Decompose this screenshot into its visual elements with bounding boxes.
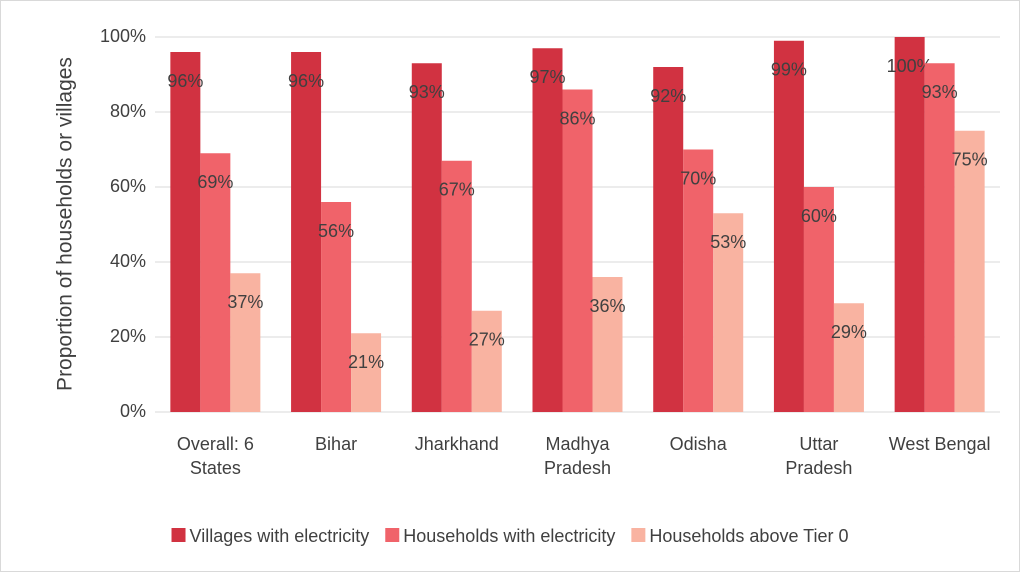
- data-label: 93%: [409, 82, 445, 102]
- y-tick-label: 60%: [110, 176, 146, 196]
- data-label: 97%: [529, 67, 565, 87]
- bar: [170, 52, 201, 412]
- bar: [351, 333, 382, 412]
- bar: [532, 48, 563, 412]
- data-label: 56%: [318, 221, 354, 241]
- x-tick-label: Odisha: [669, 434, 727, 454]
- legend-label: Households above Tier 0: [649, 526, 848, 546]
- bar: [411, 63, 442, 412]
- bar: [713, 213, 744, 412]
- data-label: 96%: [167, 71, 203, 91]
- x-tick-label: Overall: 6 States: [176, 434, 254, 478]
- y-tick-label: 0%: [120, 401, 146, 421]
- data-label: 69%: [197, 172, 233, 192]
- bar: [954, 130, 985, 412]
- data-label: 86%: [559, 108, 595, 128]
- data-label: 70%: [680, 168, 716, 188]
- data-label: 29%: [831, 322, 867, 342]
- data-label: 37%: [227, 292, 263, 312]
- legend-label: Households with electricity: [403, 526, 615, 546]
- bar: [683, 149, 714, 412]
- data-label: 36%: [589, 296, 625, 316]
- y-axis-label: Proportion of households or villages: [54, 57, 77, 391]
- data-label: 100%: [887, 56, 933, 76]
- bar: [833, 303, 864, 412]
- y-tick-label: 100%: [100, 26, 146, 46]
- bar: [653, 67, 684, 412]
- data-label: 27%: [469, 330, 505, 350]
- data-label: 60%: [801, 206, 837, 226]
- data-label: 21%: [348, 352, 384, 372]
- legend-swatch: [631, 528, 646, 542]
- bar: [773, 40, 804, 412]
- legend-label: Villages with electricity: [190, 526, 370, 546]
- x-tick-label: West Bengal: [888, 434, 991, 454]
- x-tick-label: Madhya Pradesh: [543, 434, 612, 478]
- data-label: 67%: [439, 180, 475, 200]
- bar: [291, 52, 322, 412]
- bar: [230, 273, 261, 412]
- bar: [441, 160, 472, 412]
- legend-swatch: [385, 528, 400, 542]
- bar: [924, 63, 955, 412]
- bar: [894, 37, 925, 412]
- y-tick-label: 40%: [110, 251, 146, 271]
- bar: [321, 202, 352, 412]
- bar: [200, 153, 231, 412]
- y-tick-label: 20%: [110, 326, 146, 346]
- bar: [592, 277, 623, 412]
- legend-swatch: [171, 528, 186, 542]
- x-tick-label: Bihar: [315, 434, 358, 454]
- x-tick-label: Uttar Pradesh: [785, 434, 853, 478]
- data-label: 75%: [952, 150, 988, 170]
- data-label: 96%: [288, 71, 324, 91]
- bar: [803, 187, 834, 412]
- data-label: 92%: [650, 86, 686, 106]
- data-label: 53%: [710, 232, 746, 252]
- bar: [471, 310, 502, 412]
- bar: [562, 89, 593, 412]
- data-label: 99%: [771, 60, 807, 80]
- x-tick-label: Jharkhand: [414, 434, 499, 454]
- y-tick-label: 80%: [110, 101, 146, 121]
- data-label: 93%: [922, 82, 958, 102]
